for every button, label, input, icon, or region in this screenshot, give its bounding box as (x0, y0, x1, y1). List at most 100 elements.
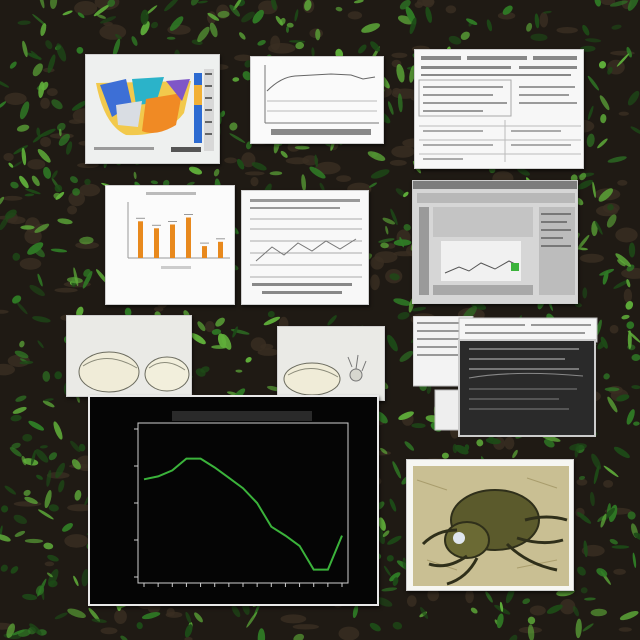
leaf (19, 101, 30, 120)
leaf (21, 147, 27, 166)
leaf (226, 391, 238, 396)
leaf (71, 100, 88, 111)
leaf (289, 40, 306, 43)
leaf (466, 18, 478, 26)
sketch-card-b[interactable] (277, 326, 385, 401)
soil-patch (250, 176, 259, 187)
leaf (45, 40, 53, 50)
leaf (543, 10, 552, 14)
leaf (22, 40, 28, 58)
leaf (580, 587, 588, 594)
leaf (252, 9, 264, 24)
bar-card[interactable] (105, 185, 235, 305)
soil-patch (40, 136, 52, 148)
leaf (527, 616, 536, 625)
main-plot-card[interactable] (88, 395, 379, 606)
leaf (546, 604, 563, 614)
table-card[interactable] (414, 49, 584, 169)
leaf (50, 248, 68, 253)
leaf (626, 321, 635, 330)
leaf (36, 474, 43, 480)
leaf (0, 101, 7, 109)
leaf (361, 23, 380, 33)
heatmap-card[interactable] (85, 54, 220, 164)
window-card[interactable] (412, 180, 578, 304)
table-document-icon (415, 50, 583, 168)
leaf (120, 635, 128, 640)
line-card[interactable] (250, 56, 384, 144)
leaf (399, 0, 411, 10)
leaf (232, 326, 238, 338)
leaf (164, 0, 179, 12)
leaf (603, 373, 610, 380)
soil-patch (615, 227, 638, 243)
leaf (279, 17, 286, 25)
leaf (367, 151, 386, 161)
leaf (47, 569, 59, 587)
soil-patch (609, 324, 619, 334)
leaf (10, 566, 19, 574)
leaf (420, 607, 429, 619)
sketch-card-a[interactable] (66, 315, 192, 397)
soil-patch (504, 436, 515, 450)
leaf (572, 605, 579, 617)
leaf (594, 220, 603, 235)
leaf (66, 141, 73, 155)
leaf (20, 225, 35, 230)
leaf (17, 20, 31, 25)
soil-patch (114, 609, 127, 624)
soil-patch (391, 52, 408, 58)
stack-card[interactable] (413, 316, 598, 438)
leaf (83, 269, 91, 277)
leaf (382, 217, 396, 225)
leaf (613, 446, 630, 459)
leaf (582, 24, 590, 36)
leaf (22, 433, 33, 442)
leaf (527, 624, 535, 640)
soil-patch (4, 92, 27, 106)
leaf (402, 557, 407, 570)
leaf (12, 295, 22, 304)
leaf (70, 440, 81, 453)
leaf (22, 593, 38, 601)
beetle-card[interactable] (406, 459, 574, 591)
leaf (195, 368, 206, 377)
leaf (393, 298, 412, 306)
leaf (169, 16, 184, 31)
leaf (9, 447, 22, 457)
leaf (217, 333, 227, 349)
soil-patch (618, 111, 629, 116)
leaf (112, 38, 121, 57)
soil-patch (54, 287, 78, 293)
main-plot-svg (90, 397, 377, 604)
leaf (73, 267, 79, 287)
leaf (397, 311, 410, 320)
soil-patch (224, 157, 238, 164)
leaf (14, 530, 26, 537)
leaf (397, 93, 403, 113)
soil-patch (0, 309, 9, 314)
soil-patch (338, 626, 360, 640)
soil-patch (79, 183, 101, 197)
leaf (632, 552, 637, 568)
soil-patch (75, 241, 99, 249)
leaf (43, 398, 54, 402)
leaf (197, 0, 208, 4)
leaf (392, 621, 403, 630)
soil-patch (234, 54, 253, 62)
leaf (309, 166, 326, 179)
leaf (150, 180, 159, 185)
leaf (150, 21, 159, 29)
leaf (584, 597, 596, 601)
soil-patch (100, 627, 118, 635)
leaf (577, 247, 588, 251)
leaf (5, 209, 17, 219)
leaf (13, 161, 23, 168)
leaf (257, 628, 266, 640)
leaf (271, 0, 277, 11)
leaf (526, 22, 533, 32)
leaf (58, 133, 70, 146)
leaf (411, 306, 427, 312)
grid-card[interactable] (241, 190, 369, 305)
soil-patch (67, 504, 94, 512)
